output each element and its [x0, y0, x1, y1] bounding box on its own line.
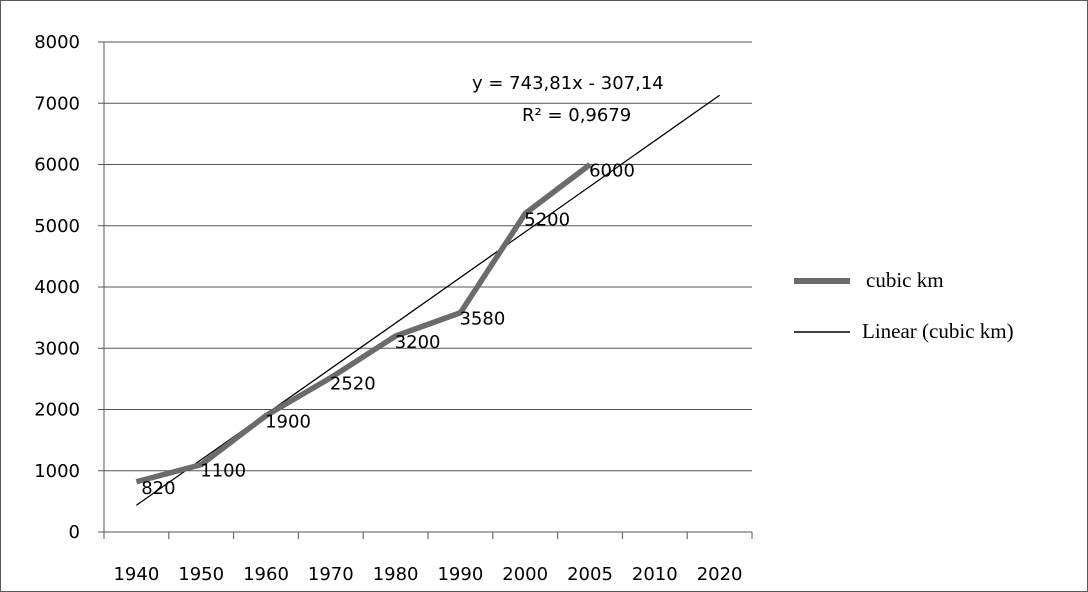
data-label: 5200 [524, 210, 570, 231]
legend-trend-label: Linear (cubic km) [862, 319, 1014, 343]
data-label: 1100 [200, 461, 246, 482]
y-tick-label: 7000 [34, 93, 80, 114]
trendline-group [136, 94, 720, 506]
x-tick-label: 1950 [178, 564, 224, 585]
y-tick-label: 2000 [34, 400, 80, 421]
axes [103, 42, 753, 539]
x-tick-label: 2010 [632, 564, 678, 585]
data-label: 6000 [589, 161, 635, 182]
y-tick-label: 8000 [34, 32, 80, 53]
gridlines [98, 41, 752, 533]
trend-r-squared: R² = 0,9679 [522, 105, 631, 126]
x-tick-label: 1940 [113, 564, 159, 585]
data-label: 3200 [395, 332, 441, 353]
x-tick-label: 1980 [373, 564, 419, 585]
y-tick-label: 6000 [34, 155, 80, 176]
y-tick-label: 4000 [34, 277, 80, 298]
y-tick-labels: 0 1000 2000 3000 4000 5000 6000 7000 8000 [34, 32, 80, 543]
series-line-cubic-km [135, 162, 592, 485]
x-tick-label: 2000 [502, 564, 548, 585]
y-tick-label: 3000 [34, 338, 80, 359]
x-tick-label: 1990 [437, 564, 483, 585]
trend-equation: y = 743,81x - 307,14 [472, 73, 664, 94]
data-label: 3580 [459, 309, 505, 330]
x-tick-labels: 1940 1950 1960 1970 1980 1990 2000 2005 2010 2020 [113, 564, 742, 585]
y-tick-label: 5000 [34, 216, 80, 237]
x-tick-label: 1970 [308, 564, 354, 585]
data-label: 2520 [330, 374, 376, 395]
y-tick-label: 0 [69, 522, 80, 543]
x-tick-label: 1960 [243, 564, 289, 585]
series-group [135, 162, 592, 485]
trendline [136, 94, 720, 506]
x-tick-label: 2005 [567, 564, 613, 585]
legend: cubic km Linear (cubic km) [794, 268, 1014, 343]
data-label: 1900 [265, 412, 311, 433]
x-tick-label: 2020 [697, 564, 743, 585]
data-labels: 820 1100 1900 2520 3200 3580 5200 6000 [141, 161, 635, 499]
y-tick-label: 1000 [34, 461, 80, 482]
legend-series-label: cubic km [866, 268, 944, 292]
data-label: 820 [141, 478, 175, 499]
